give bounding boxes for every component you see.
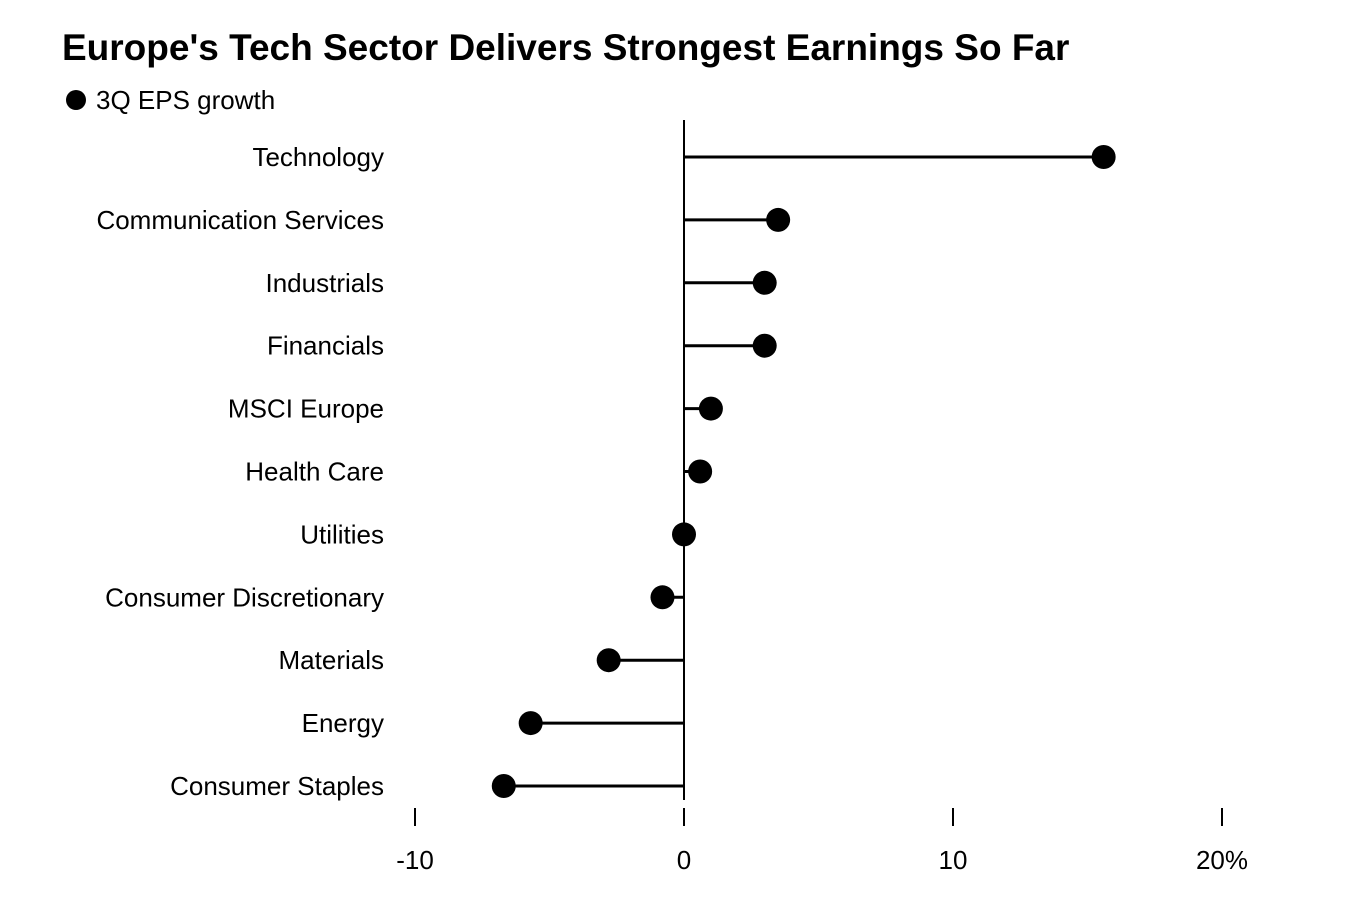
category-label: Industrials	[266, 268, 385, 298]
data-point	[518, 711, 543, 736]
category-label: Health Care	[245, 457, 384, 487]
category-label: Utilities	[300, 519, 384, 549]
category-label: Financials	[267, 331, 384, 361]
data-point	[752, 333, 777, 358]
data-point	[491, 774, 516, 798]
category-label: MSCI Europe	[228, 394, 384, 424]
category-label: Consumer Discretionary	[105, 582, 384, 612]
data-point	[698, 396, 723, 421]
x-tick-label: 0	[677, 845, 691, 875]
x-tick-label: 20%	[1196, 845, 1248, 875]
data-point	[1091, 145, 1116, 169]
data-point	[650, 585, 675, 610]
data-point	[752, 270, 777, 295]
legend-label: 3Q EPS growth	[96, 85, 275, 115]
legend-marker	[66, 90, 86, 110]
category-label: Communication Services	[96, 205, 384, 235]
category-label: Technology	[252, 142, 384, 172]
data-point	[766, 207, 791, 232]
x-tick-label: -10	[396, 845, 434, 875]
data-point	[672, 522, 696, 547]
data-point	[596, 648, 621, 673]
chart-title: Europe's Tech Sector Delivers Strongest …	[62, 27, 1069, 68]
category-label: Energy	[302, 708, 384, 738]
category-label: Consumer Staples	[170, 771, 384, 801]
data-point	[688, 459, 713, 484]
category-label: Materials	[279, 645, 384, 675]
x-tick-label: 10	[939, 845, 968, 875]
